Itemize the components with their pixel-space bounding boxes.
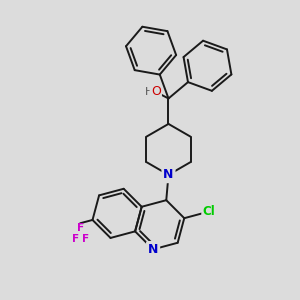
Text: O: O bbox=[151, 85, 161, 98]
Text: H: H bbox=[145, 87, 154, 97]
Text: Cl: Cl bbox=[202, 205, 215, 218]
Text: F: F bbox=[72, 233, 79, 244]
Text: N: N bbox=[148, 243, 158, 256]
Text: N: N bbox=[163, 168, 174, 181]
Text: F: F bbox=[82, 233, 89, 244]
Text: F: F bbox=[77, 223, 84, 233]
